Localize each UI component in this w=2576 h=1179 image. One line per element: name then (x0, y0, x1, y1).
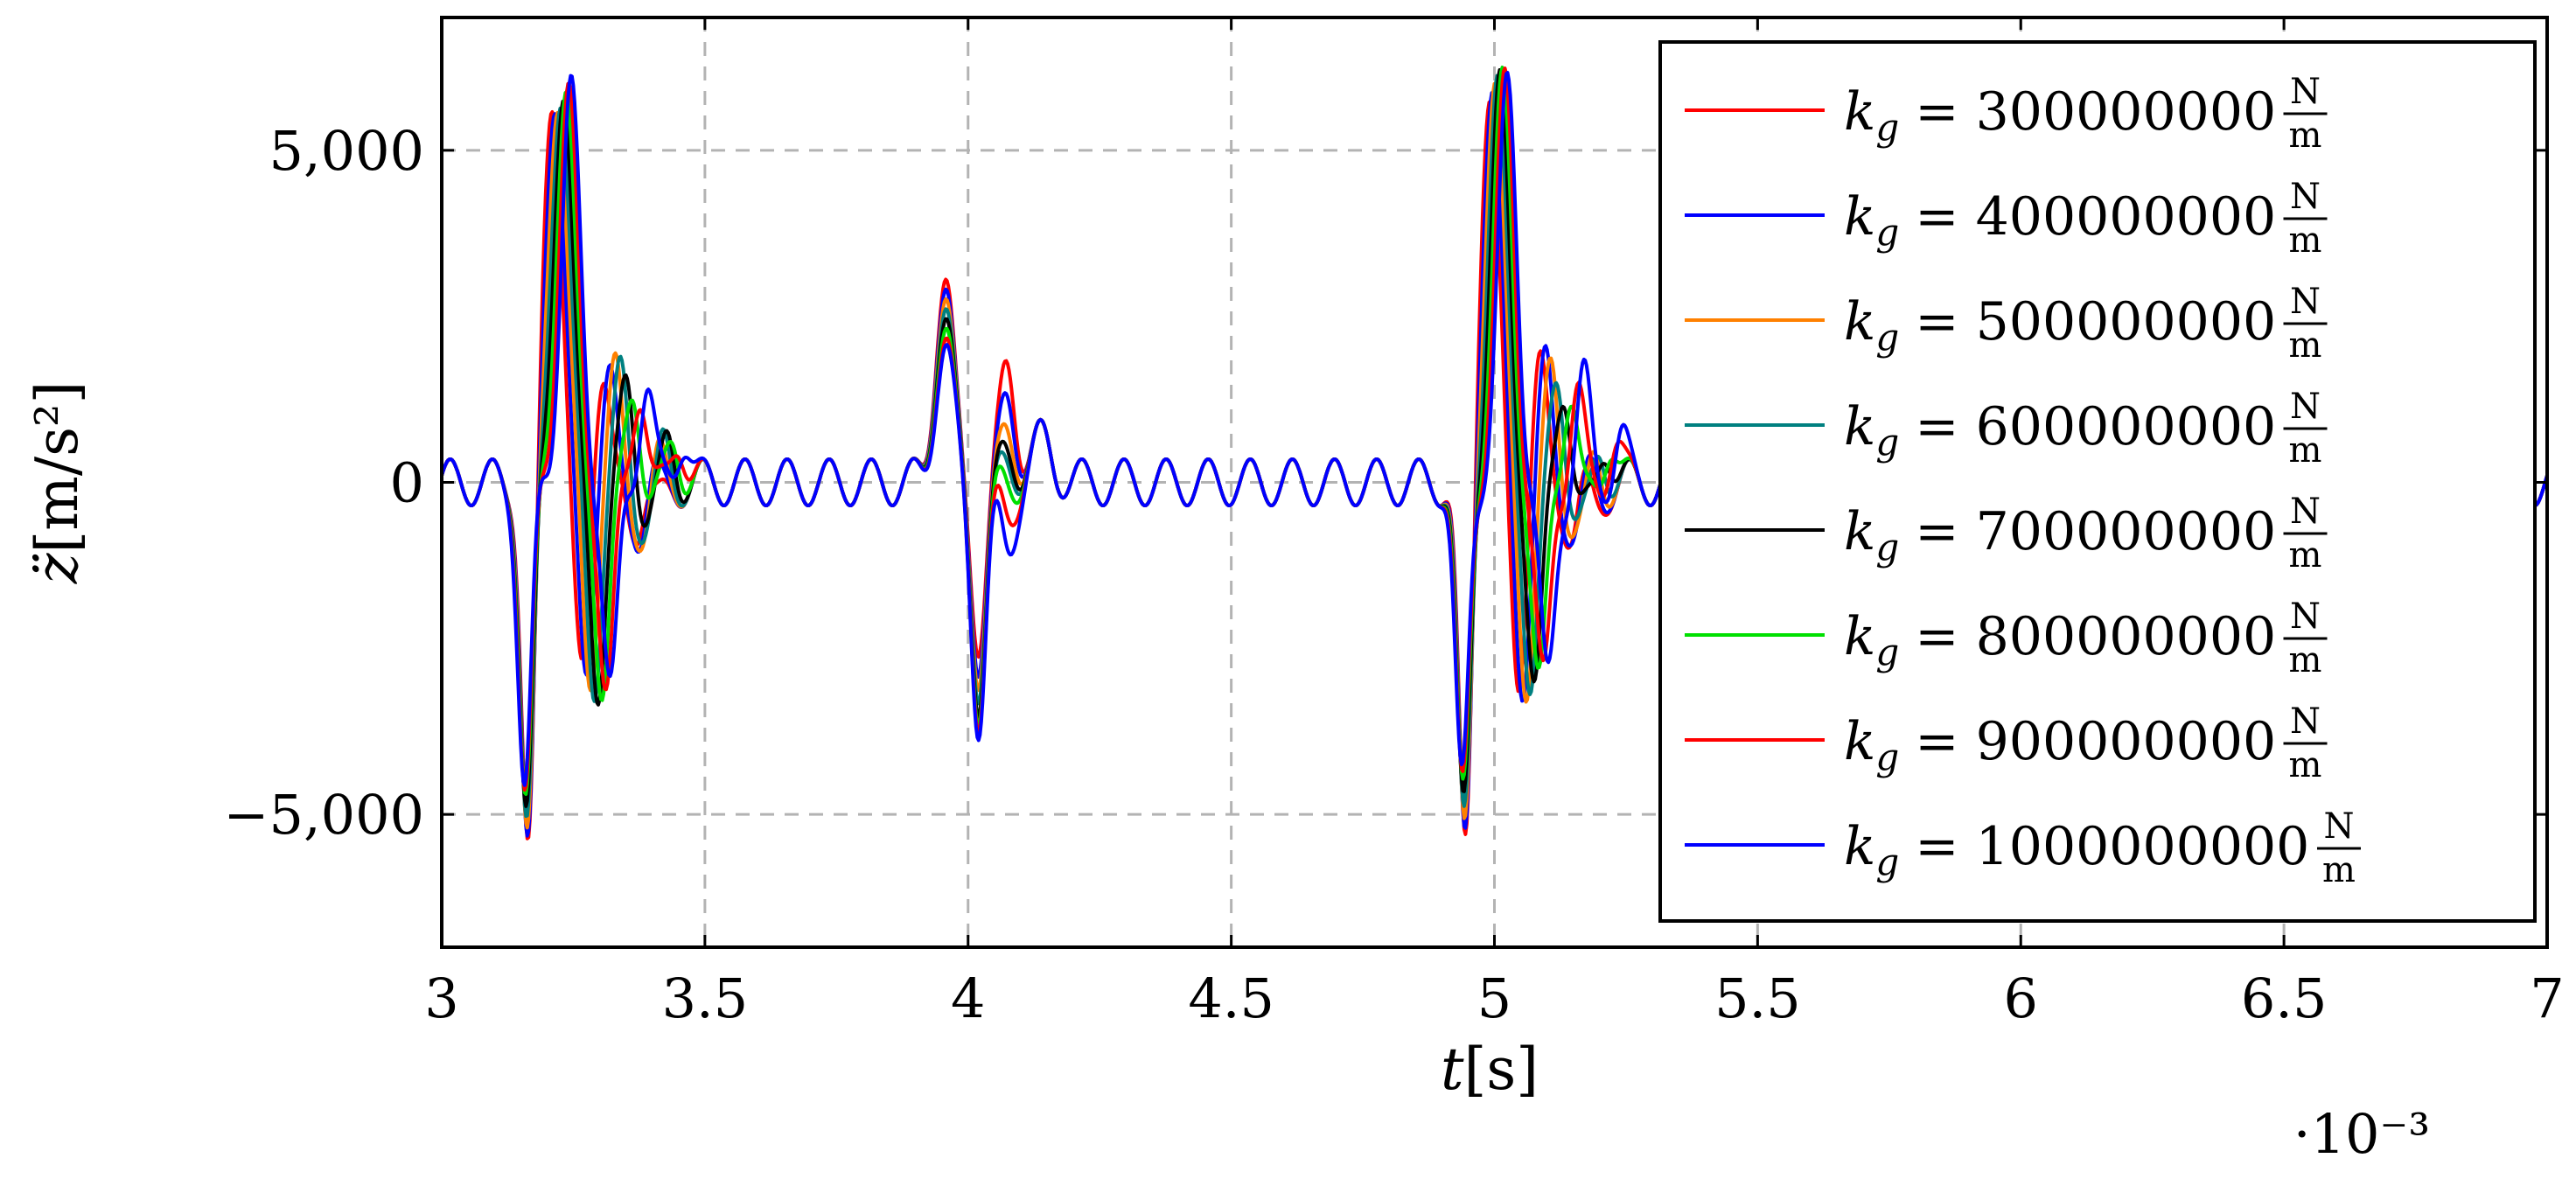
x-tick-label: 3 (424, 966, 458, 1030)
legend: kg = 300000000 Nm kg = 400000000 Nm kg = 500000… (1658, 40, 2537, 923)
x-tick-label: 6.5 (2241, 966, 2328, 1030)
y-tick-label: 5,000 (269, 119, 425, 183)
legend-unit-numerator: N (2290, 282, 2321, 322)
x-tick-label: 4.5 (1188, 966, 1274, 1030)
y-ticks: −5,000 0 5,000 (224, 119, 2547, 847)
x-tick-label: 3.5 (662, 966, 749, 1030)
legend-unit-numerator: N (2290, 177, 2321, 217)
legend-unit-numerator: N (2290, 72, 2321, 112)
legend-unit-denominator: m (2289, 535, 2322, 576)
legend-unit-numerator: N (2290, 596, 2321, 637)
y-axis-label: z̈[m/s²] (24, 381, 91, 584)
legend-unit-denominator: m (2289, 745, 2322, 785)
x-tick-label: 7 (2530, 966, 2564, 1030)
x-axis-label: t[s] (1441, 1036, 1539, 1103)
x-tick-label: 5.5 (1714, 966, 1801, 1030)
legend-label: kg = 1000000000 (1844, 816, 2309, 883)
legend-label: kg = 900000000 (1844, 711, 2276, 778)
x-tick-label: 5 (1477, 966, 1511, 1030)
legend-unit-denominator: m (2289, 640, 2322, 680)
legend-label: kg = 600000000 (1844, 396, 2276, 464)
legend-unit-numerator: N (2290, 492, 2321, 532)
legend-unit-denominator: m (2289, 220, 2322, 261)
legend-unit-numerator: N (2324, 806, 2355, 847)
legend-unit-denominator: m (2289, 325, 2322, 366)
legend-label: kg = 700000000 (1844, 501, 2276, 569)
x-ticks: 3 3.5 4 4.5 5 5.5 6 6.5 7 (424, 17, 2565, 1030)
legend-unit-denominator: m (2289, 115, 2322, 156)
x-tick-label: 4 (951, 966, 985, 1030)
legend-box (1658, 40, 2537, 923)
x-tick-label: 6 (2004, 966, 2038, 1030)
legend-unit-numerator: N (2290, 387, 2321, 427)
y-tick-label: 0 (390, 451, 424, 515)
legend-unit-denominator: m (2322, 850, 2356, 890)
y-tick-label: −5,000 (224, 783, 424, 847)
legend-label: kg = 300000000 (1844, 81, 2276, 149)
x-scale-note: ·10⁻³ (2293, 1102, 2430, 1166)
legend-label: kg = 400000000 (1844, 186, 2276, 254)
legend-unit-denominator: m (2289, 430, 2322, 471)
legend-unit-numerator: N (2290, 701, 2321, 742)
legend-label: kg = 500000000 (1844, 291, 2276, 359)
legend-label: kg = 800000000 (1844, 606, 2276, 673)
